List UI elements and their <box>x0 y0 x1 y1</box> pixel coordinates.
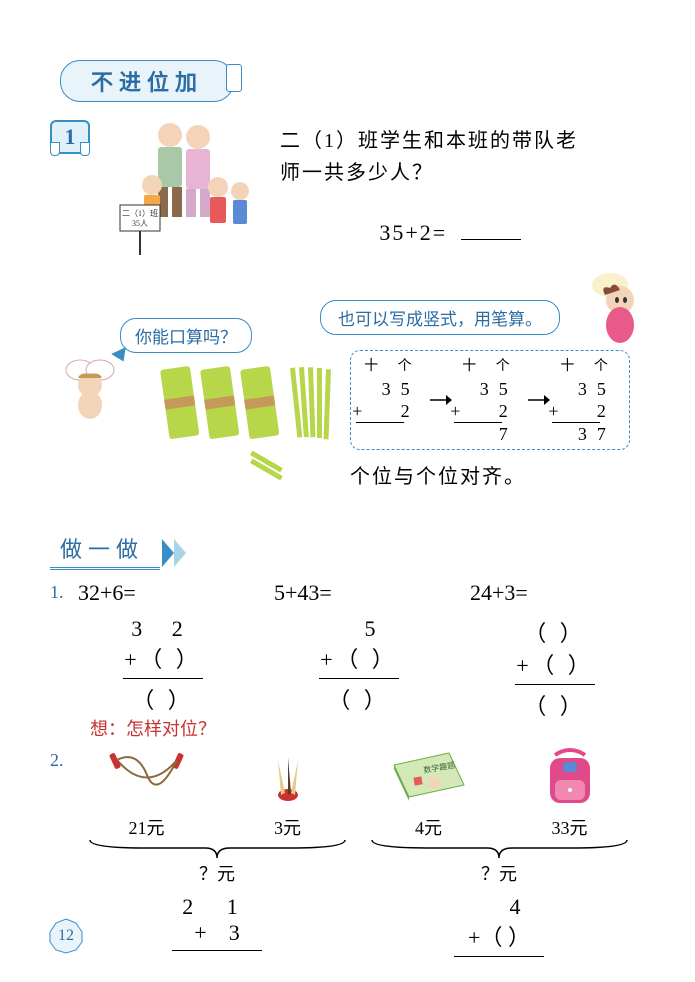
practice-section-header: 做一做 <box>50 530 186 567</box>
item-shuttlecock: 3元 <box>223 740 353 840</box>
calc-step-1: 十 个 35 + 2 <box>364 356 420 445</box>
question-line-2: 师一共多少人？ <box>280 157 620 189</box>
arrow-right-icon <box>430 393 452 407</box>
problem-1-label: 1. <box>50 582 64 603</box>
problem-1: 1. 32+6= 3 2 +（ ） （ ） 5+43= 5 +（ ） （ <box>50 580 640 721</box>
equation-lhs: 35+2= <box>379 220 447 245</box>
practice-title: 做一做 <box>60 537 144 562</box>
item-backpack: 33元 <box>505 740 635 840</box>
p1-col-c: 24+3= （ ） +（ ） （ ） <box>470 580 640 721</box>
cherub-illustration <box>50 350 140 420</box>
chevron-icon <box>174 539 186 567</box>
counting-sticks-illustration <box>150 360 350 490</box>
problem-2: 2. 21元 3元 数学趣题 4元 33元 ？元 <box>50 740 640 961</box>
p1-col-b: 5+43= 5 +（ ） （ ） <box>274 580 444 721</box>
question-line-1: 二（1）班学生和本班的带队老 <box>280 125 620 157</box>
item-jump-rope: 21元 <box>82 740 212 840</box>
main-equation: 35+2= <box>280 217 620 249</box>
p2-vertical-right: 4 +（ ） <box>367 894 632 961</box>
example-number-badge: 1 <box>50 120 90 154</box>
arrow-right-icon <box>528 393 550 407</box>
brace-right: ？元 <box>367 838 632 886</box>
bubble-left-text: 你能口算吗？ <box>135 328 237 347</box>
item-math-book: 数学趣题 4元 <box>364 740 494 840</box>
p2-vertical-left: 2 1 + 3 <box>85 894 350 961</box>
chevron-icon <box>162 539 174 567</box>
p1a-equation: 32+6= <box>78 580 248 606</box>
brace-left: ？元 <box>85 838 350 886</box>
problem-2-label: 2. <box>50 750 64 771</box>
p1b-equation: 5+43= <box>274 580 444 606</box>
fairy-illustration <box>575 260 665 350</box>
section-title-ribbon: 不进位加 <box>60 60 234 102</box>
speech-bubble-left: 你能口算吗？ <box>120 318 252 353</box>
svg-text:35人: 35人 <box>132 219 148 228</box>
p1-col-a: 32+6= 3 2 +（ ） （ ） <box>78 580 248 721</box>
people-illustration: 二（1）班 35人 <box>100 105 280 285</box>
section-title: 不进位加 <box>60 60 234 102</box>
answer-blank[interactable] <box>461 239 521 240</box>
ribbon-scroll-decoration <box>226 64 242 92</box>
alignment-note: 个位与个位对齐。 <box>350 460 526 489</box>
question-text: 二（1）班学生和本班的带队老 师一共多少人？ 35+2= <box>280 125 620 249</box>
underline-decoration <box>50 567 160 570</box>
calc-step-2: 十 个 35 + 2 7 <box>462 356 518 445</box>
bubble-right-text: 也可以写成竖式，用笔算。 <box>338 310 542 329</box>
svg-text:二（1）班: 二（1）班 <box>122 208 158 218</box>
vertical-calculation-box: 十 个 35 + 2 十 个 35 + 2 7 十 个 35 + 2 37 <box>350 350 630 450</box>
calc-step-3: 十 个 35 + 2 37 <box>560 356 616 445</box>
speech-bubble-right: 也可以写成竖式，用笔算。 <box>320 300 560 335</box>
p1c-equation: 24+3= <box>470 580 640 606</box>
page-number: 12 <box>48 918 84 954</box>
think-hint: 想：怎样对位？ <box>90 715 216 741</box>
